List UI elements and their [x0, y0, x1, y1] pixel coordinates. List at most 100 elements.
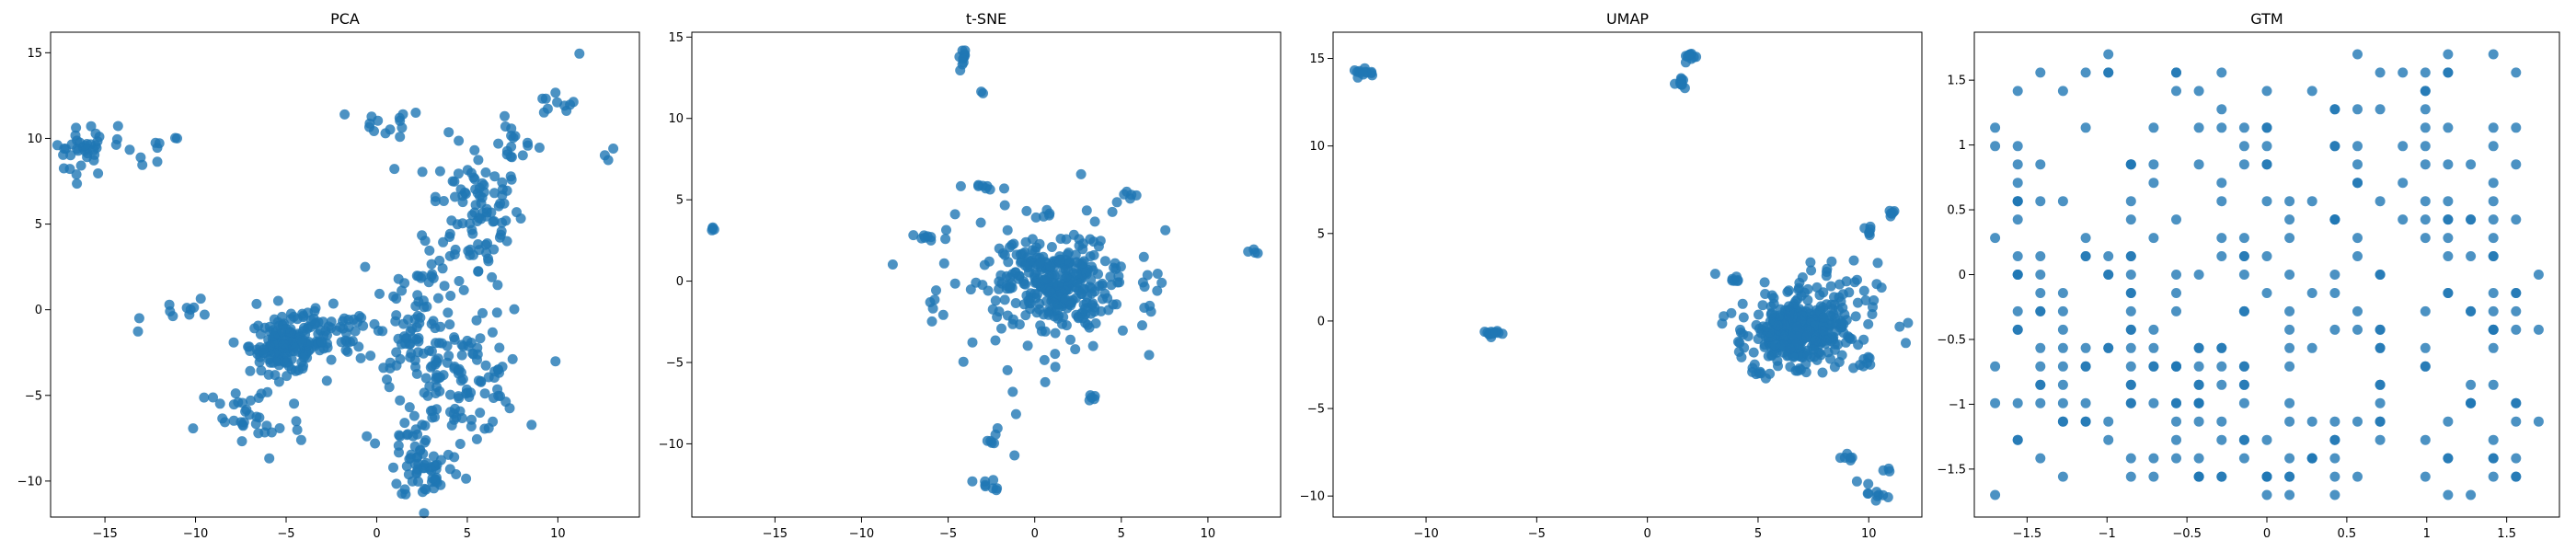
pca-point — [468, 249, 478, 260]
gtm-point — [2216, 122, 2227, 133]
umap-point — [1726, 307, 1737, 318]
tsne-xtick-label: 10 — [1201, 527, 1216, 541]
gtm-xtick-label: 0 — [2263, 527, 2271, 541]
gtm-point — [2329, 214, 2340, 225]
tsne-point — [1142, 270, 1153, 281]
pca-point — [259, 344, 269, 355]
pca-point — [124, 144, 135, 155]
tsne-point — [990, 429, 1001, 440]
gtm-point — [2329, 288, 2340, 298]
pca-point — [470, 200, 481, 211]
tsne-point — [1023, 295, 1034, 306]
pca-point — [339, 109, 351, 120]
gtm-point — [2420, 361, 2431, 372]
gtm-point — [2466, 489, 2477, 500]
gtm-point — [2012, 270, 2023, 280]
pca-point — [444, 319, 455, 330]
umap-points — [1349, 49, 1914, 506]
umap-point — [1736, 351, 1747, 362]
pca-point — [305, 315, 316, 326]
pca-point — [479, 388, 490, 399]
tsne-point — [978, 87, 988, 98]
pca-point — [450, 403, 460, 414]
gtm-point — [2488, 49, 2499, 60]
gtm-point — [2216, 342, 2227, 353]
gtm-point — [2261, 434, 2272, 445]
pca-point — [599, 150, 610, 161]
gtm-point — [2238, 251, 2249, 261]
pca-point — [497, 217, 508, 228]
pca-ytick-label: −10 — [17, 475, 42, 489]
pca-point — [466, 421, 477, 431]
pca-point — [380, 128, 391, 139]
pca-point — [199, 392, 210, 403]
umap-point — [1795, 364, 1806, 375]
gtm-point — [2035, 159, 2046, 170]
pca-point — [365, 351, 376, 362]
pca-point — [431, 374, 442, 385]
umap-point — [1826, 256, 1837, 267]
gtm-point — [2511, 305, 2522, 316]
gtm-point — [2284, 214, 2295, 225]
pca-point — [321, 375, 332, 386]
pca-point — [453, 168, 464, 179]
gtm-point — [2375, 104, 2386, 115]
gtm-point — [2103, 251, 2114, 261]
gtm-point — [2375, 416, 2386, 427]
gtm-point — [2148, 342, 2159, 353]
tsne-point — [1003, 257, 1014, 268]
gtm-point — [2193, 471, 2204, 482]
pca-point — [426, 259, 437, 270]
pca-point — [65, 150, 76, 161]
gtm-point — [2057, 379, 2068, 390]
tsne-point — [1009, 450, 1020, 461]
gtm-point — [2352, 104, 2363, 115]
tsne-point — [1137, 320, 1147, 331]
gtm-point — [2261, 159, 2272, 170]
gtm-xtick-label: −1 — [2099, 527, 2116, 541]
tsne-point — [1139, 282, 1150, 293]
tsne-point — [1022, 340, 1033, 351]
gtm-point — [2511, 397, 2522, 408]
pca-point — [454, 276, 465, 286]
pca-point — [236, 436, 247, 447]
tsne-point — [1032, 289, 1042, 300]
pca-point — [426, 466, 437, 477]
pca-point — [360, 261, 371, 272]
tsne-point — [1105, 271, 1116, 282]
tsne-point — [1040, 376, 1051, 387]
tsne-point — [1125, 193, 1135, 204]
umap-point — [1850, 311, 1861, 322]
pca-point — [132, 326, 144, 337]
umap-point — [1883, 463, 1894, 474]
gtm-point — [2148, 122, 2159, 133]
tsne-point — [990, 335, 1001, 346]
gtm-point — [2035, 361, 2046, 372]
tsne-point — [987, 483, 998, 494]
tsne-point — [992, 312, 1003, 323]
umap-ticks: −10 −5 0 5 10 −10 −5 0 5 10 15 — [1300, 52, 1877, 541]
pca-point — [405, 453, 416, 464]
pca-point — [474, 182, 485, 193]
gtm-point — [2420, 305, 2431, 316]
pca-point — [189, 302, 200, 313]
gtm-point — [2466, 379, 2477, 390]
gtm-point — [2103, 416, 2114, 427]
gtm-point — [2171, 214, 2181, 225]
pca-point — [493, 138, 504, 149]
gtm-point — [2125, 397, 2136, 408]
pca-point — [369, 318, 380, 329]
pca-point — [71, 122, 82, 133]
gtm-point — [2193, 416, 2204, 427]
gtm-point — [2012, 159, 2023, 170]
pca-point — [473, 239, 484, 249]
umap-xtick-label: 0 — [1644, 527, 1651, 541]
pca-point — [75, 160, 86, 171]
gtm-point — [2012, 141, 2023, 152]
gtm-point — [2125, 305, 2136, 316]
gtm-point — [2488, 342, 2499, 353]
gtm-point — [2329, 453, 2340, 464]
tsne-point — [1035, 320, 1046, 331]
pca-point — [420, 483, 430, 494]
